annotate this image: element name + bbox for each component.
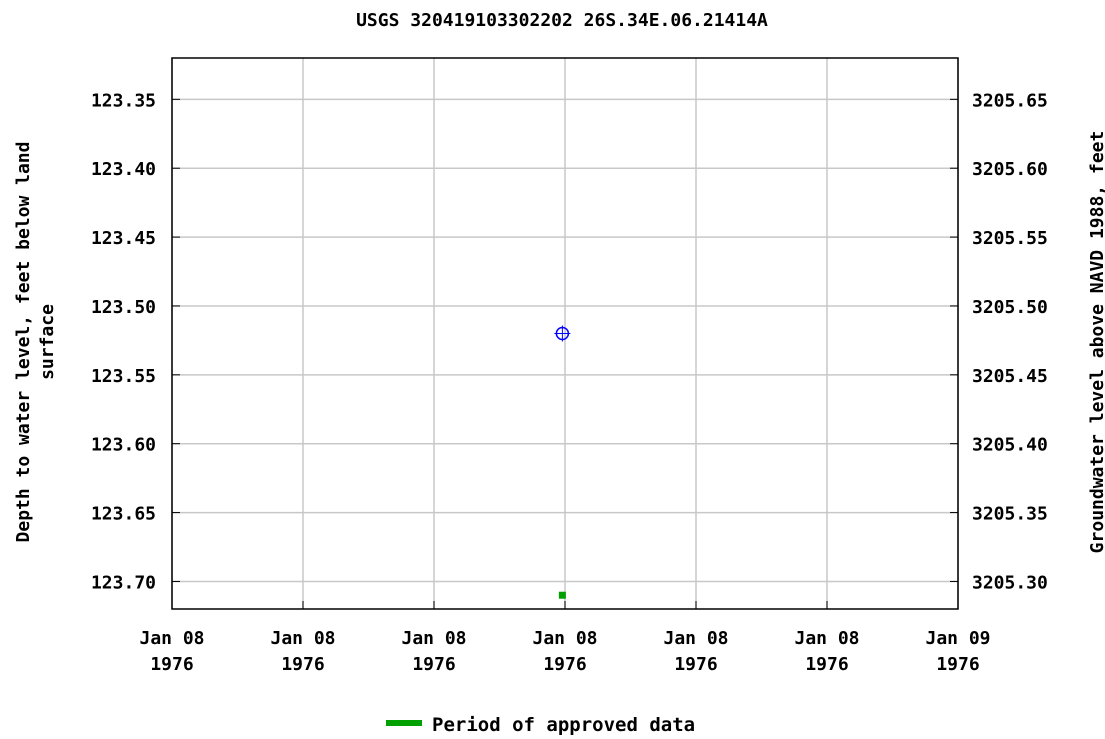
right-tick-label: 3205.50 — [972, 297, 1048, 318]
x-axis: Jan 08 1976 Jan 08 1976 Jan 08 1976 Jan 08 1976… — [139, 601, 991, 675]
y-axis-label-right: Groundwater level above NAVD 1988, feet — [1087, 131, 1105, 554]
data-marks — [554, 325, 571, 599]
left-axis: 123.35 123.40 123.45 123.50 123.55 123.60 123.… — [91, 90, 180, 593]
y-axis-label-left: Depth to water level, feet below land — [13, 142, 34, 543]
chart-title: USGS 320419103302202 26S.34E.06.21414A — [356, 10, 768, 31]
approved-data-mark — [558, 591, 566, 599]
x-tick-label-year: 1976 — [150, 654, 193, 675]
left-tick-label: 123.70 — [91, 572, 156, 593]
right-tick-label: 3205.45 — [972, 366, 1048, 387]
x-tick-label-year: 1976 — [281, 654, 324, 675]
x-tick-label-date: Jan 08 — [139, 628, 204, 649]
x-tick-label-year: 1976 — [936, 654, 979, 675]
x-tick-label-date: Jan 08 — [401, 628, 466, 649]
right-axis: 3205.65 3205.60 3205.55 3205.50 3205.45 3205.… — [950, 90, 1048, 593]
right-tick-label: 3205.60 — [972, 159, 1048, 180]
legend-label: Period of approved data — [432, 714, 695, 736]
right-tick-label: 3205.55 — [972, 228, 1048, 249]
left-tick-label: 123.65 — [91, 504, 156, 525]
x-tick-label-date: Jan 08 — [794, 628, 859, 649]
legend: Period of approved data — [386, 714, 695, 736]
x-tick-label-year: 1976 — [543, 654, 586, 675]
left-tick-label: 123.35 — [91, 90, 156, 111]
x-tick-label-date: Jan 08 — [532, 628, 597, 649]
left-tick-label: 123.40 — [91, 159, 156, 180]
y-axis-label-left-line2: surface — [37, 304, 58, 380]
grid — [171, 58, 959, 609]
x-tick-label-date: Jan 08 — [270, 628, 335, 649]
x-tick-label-year: 1976 — [412, 654, 455, 675]
right-tick-label: 3205.65 — [972, 90, 1048, 111]
left-tick-label: 123.50 — [91, 297, 156, 318]
right-tick-label: 3205.30 — [972, 572, 1048, 593]
left-tick-label: 123.60 — [91, 435, 156, 456]
legend-swatch — [386, 720, 422, 726]
right-tick-label: 3205.40 — [972, 435, 1048, 456]
left-tick-label: 123.55 — [91, 366, 156, 387]
x-tick-label-year: 1976 — [805, 654, 848, 675]
x-tick-label-date: Jan 09 — [925, 628, 990, 649]
left-tick-label: 123.45 — [91, 228, 156, 249]
x-tick-label-year: 1976 — [674, 654, 717, 675]
right-tick-label: 3205.35 — [972, 504, 1048, 525]
x-tick-label-date: Jan 08 — [663, 628, 728, 649]
